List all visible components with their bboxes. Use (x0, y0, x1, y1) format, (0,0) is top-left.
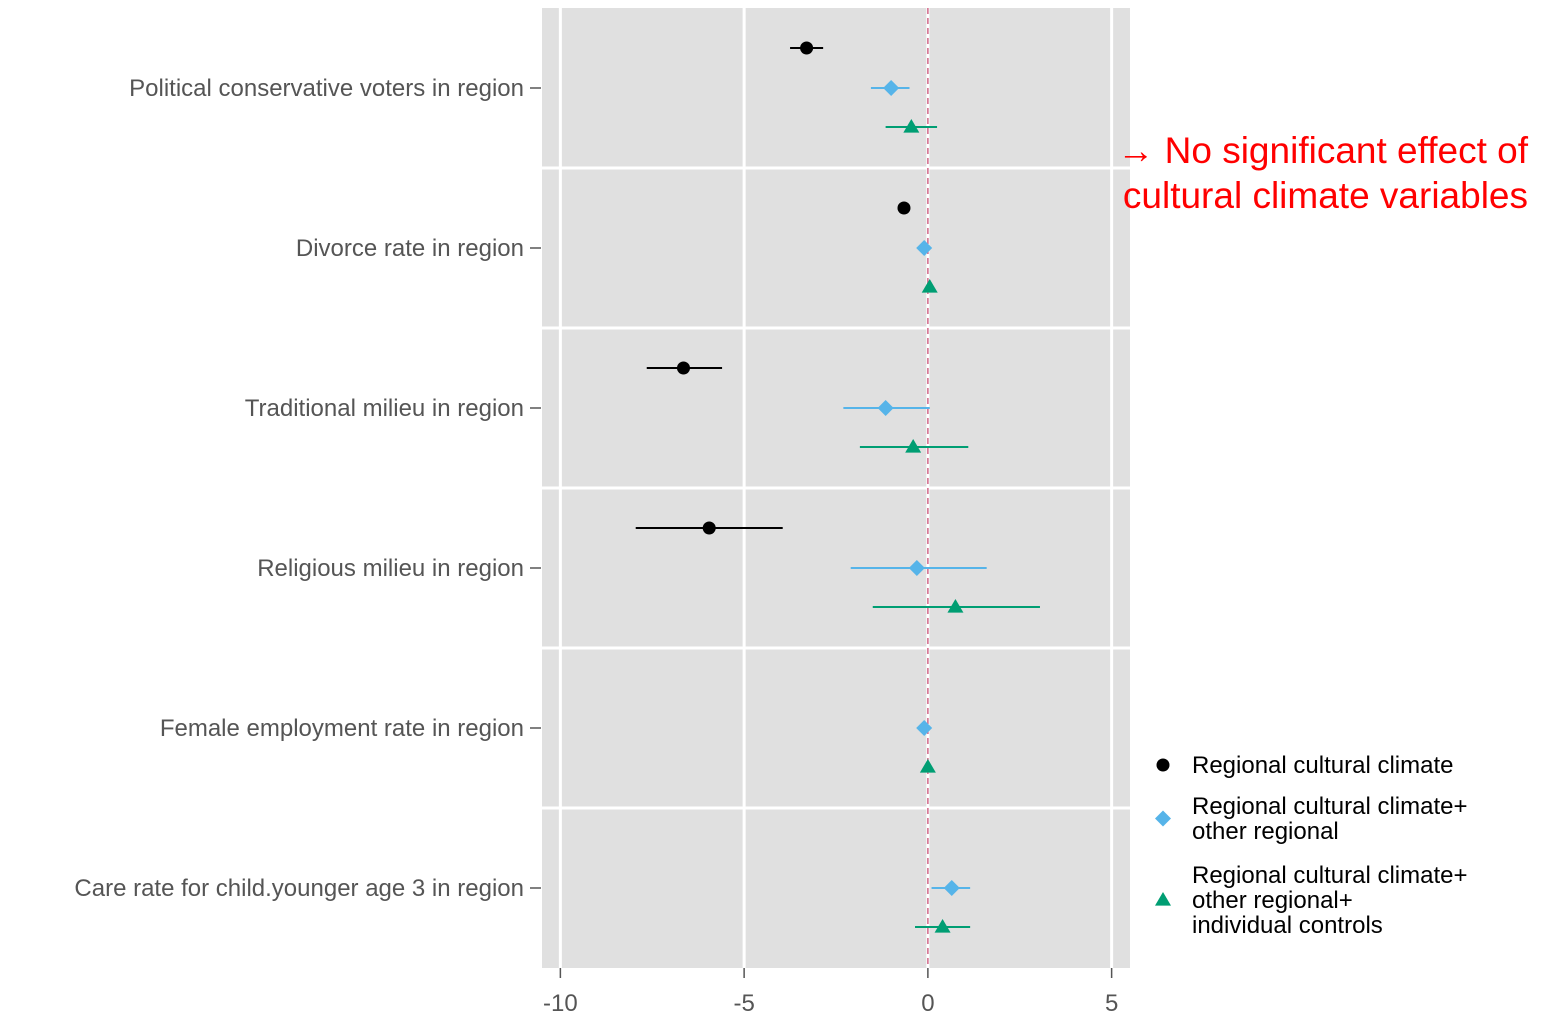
data-point (916, 720, 933, 736)
data-point (897, 201, 911, 215)
data-point (903, 119, 920, 133)
legend-label: individual controls (1192, 912, 1383, 939)
category-label: Political conservative voters in region (129, 75, 524, 102)
legend-key (1156, 758, 1170, 772)
annotation-text: cultural climate variables (1123, 175, 1528, 216)
x-tick-label: -5 (733, 990, 754, 1017)
x-tick-label: -10 (543, 990, 578, 1017)
data-point (919, 759, 936, 773)
data-point (916, 240, 933, 256)
data-point (947, 599, 964, 613)
data-point (676, 361, 690, 375)
data-point (921, 279, 938, 293)
category-label: Care rate for child.younger age 3 in reg… (74, 875, 524, 902)
data-point (908, 560, 925, 576)
data-point (934, 919, 951, 933)
data-point (702, 521, 716, 535)
category-label: Religious milieu in region (257, 555, 524, 582)
x-tick-label: 5 (1105, 990, 1118, 1017)
category-label: Divorce rate in region (296, 235, 524, 262)
legend-label: Regional cultural climate+ (1192, 862, 1467, 889)
legend-label: other regional (1192, 818, 1339, 845)
data-point (877, 400, 894, 416)
category-label: Traditional milieu in region (245, 395, 524, 422)
data-point (943, 880, 960, 896)
legend-label: other regional+ (1192, 887, 1353, 914)
legend-key (1155, 810, 1171, 827)
category-label: Female employment rate in region (160, 715, 524, 742)
data-point (905, 439, 922, 453)
legend-label: Regional cultural climate+ (1192, 793, 1467, 820)
legend-label: Regional cultural climate (1192, 752, 1453, 779)
legend-key (1155, 892, 1171, 906)
annotation-text: → No significant effect of (1117, 130, 1528, 171)
x-tick-label: 0 (921, 990, 934, 1017)
data-point (800, 41, 814, 55)
data-point (883, 80, 900, 96)
